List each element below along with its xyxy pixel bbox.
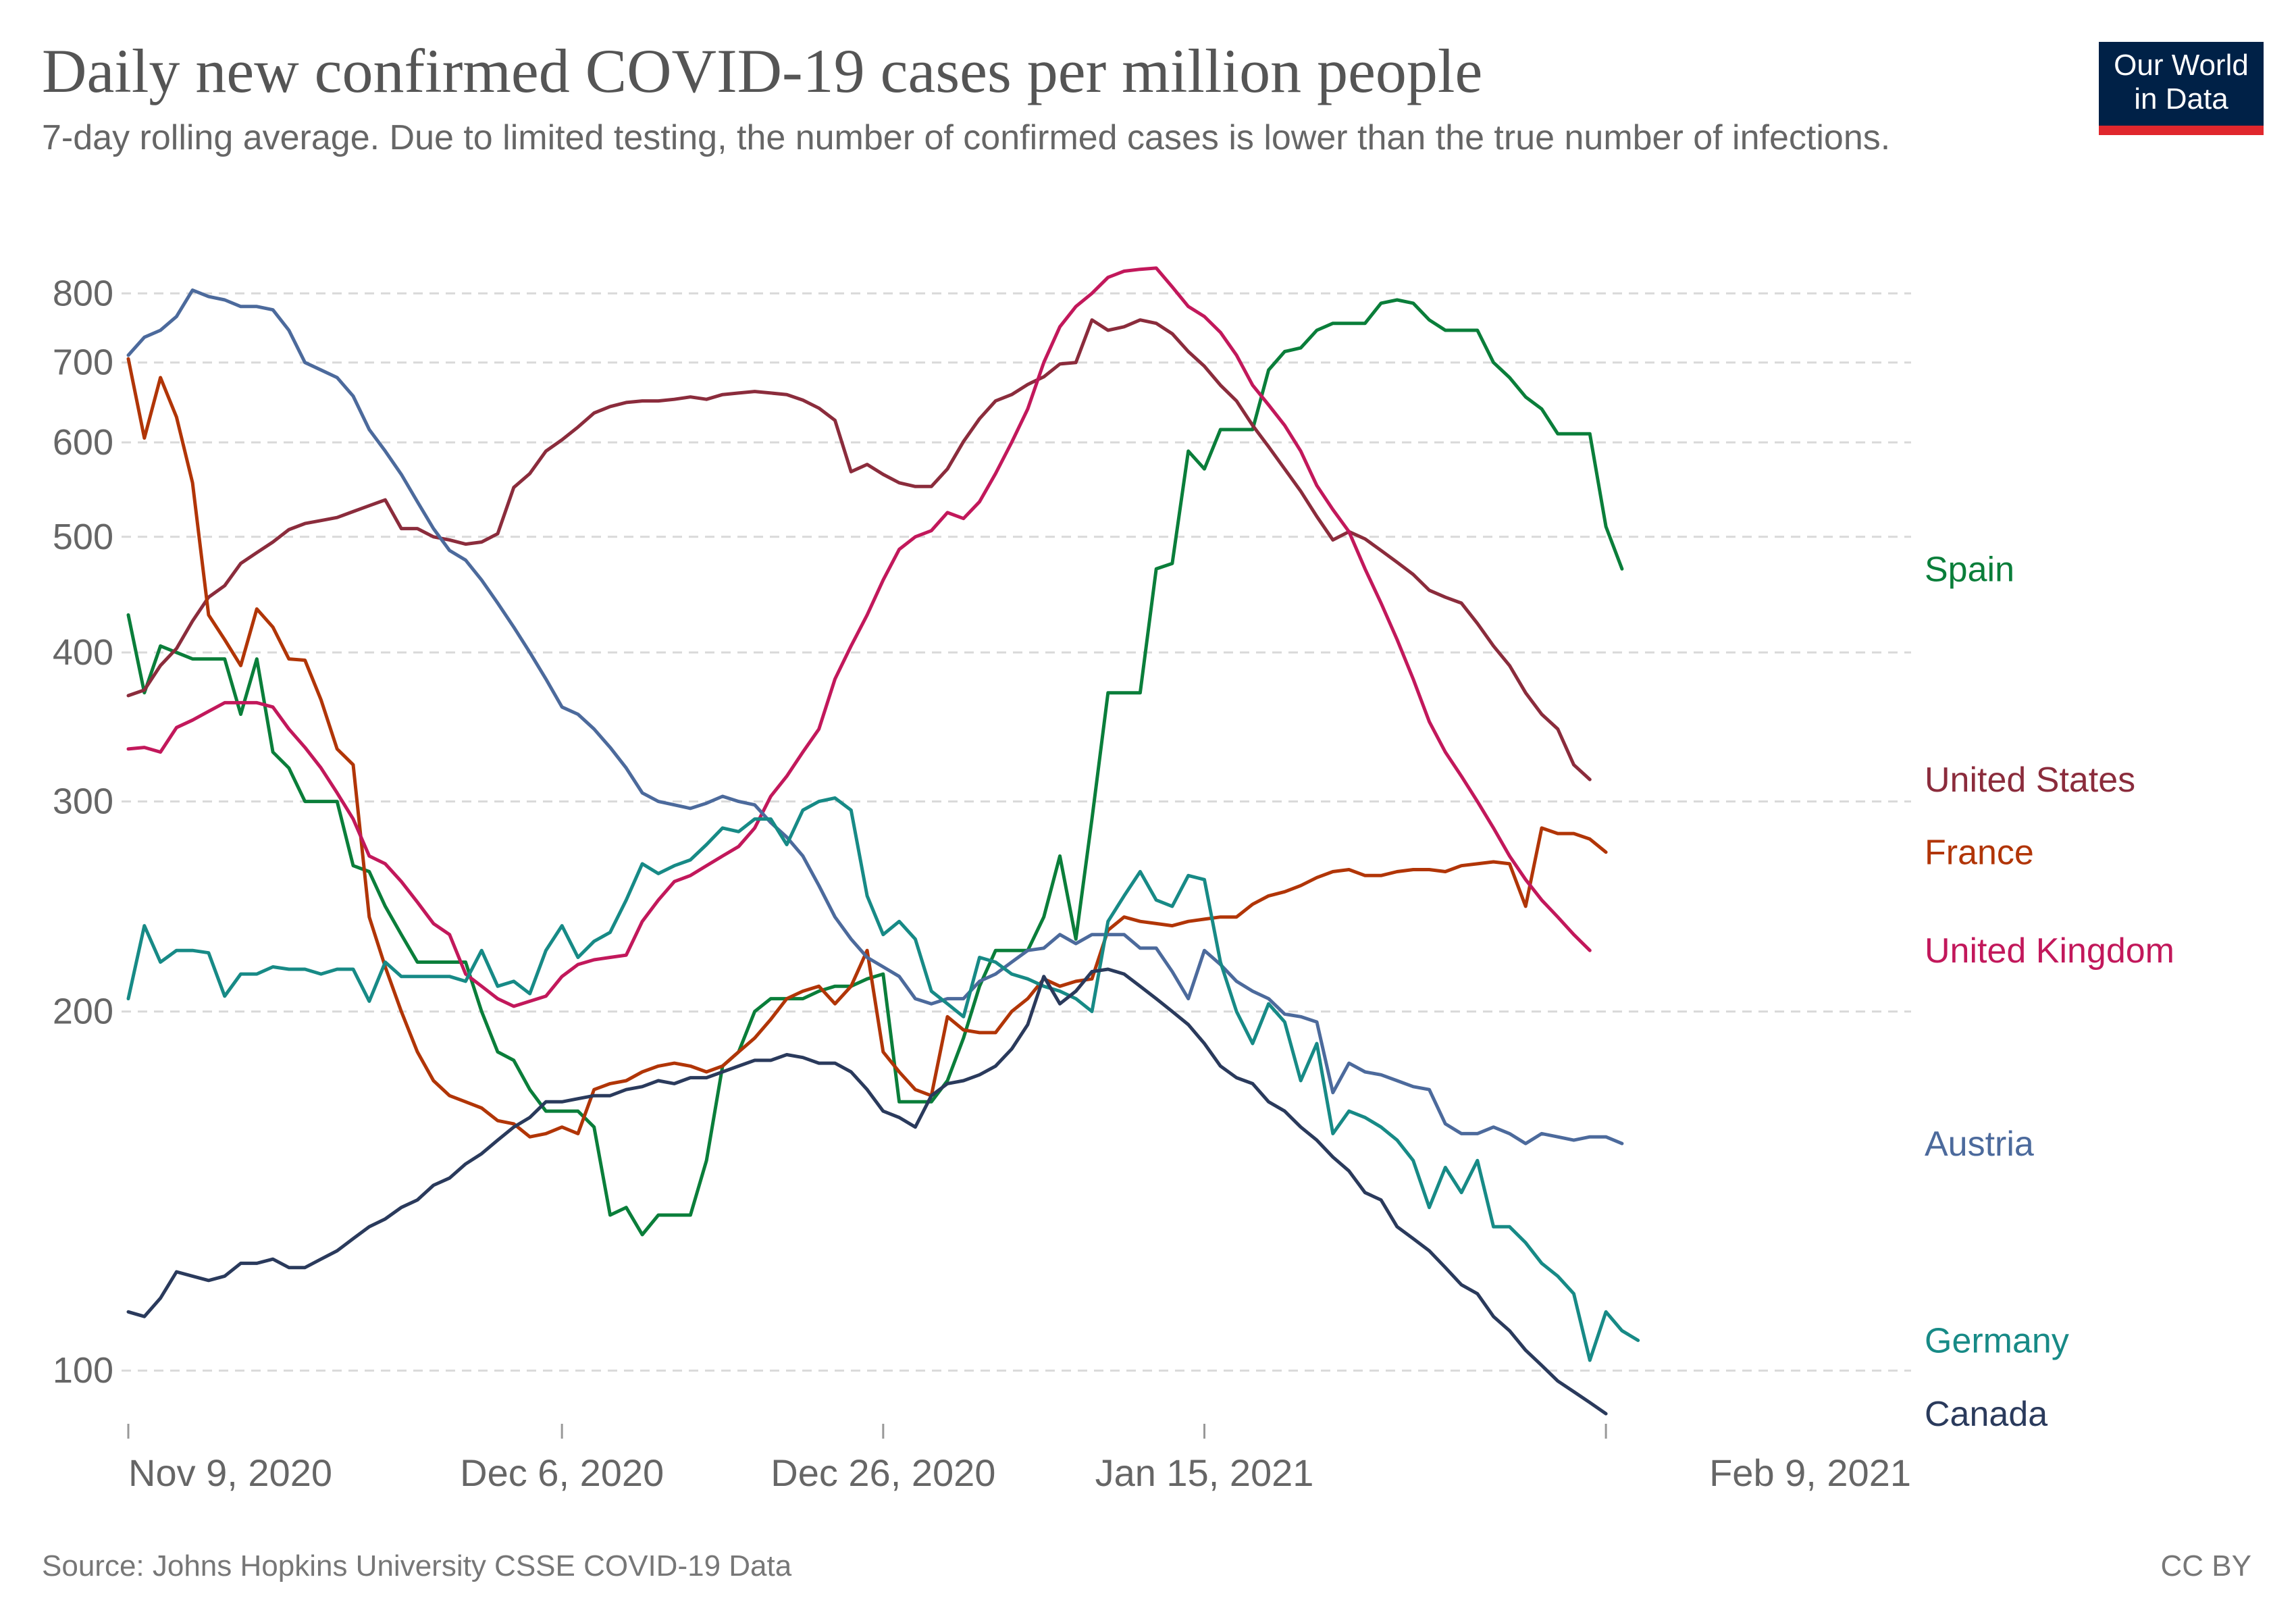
logo-line-2: in Data (2134, 82, 2228, 115)
source-note: Source: Johns Hopkins University CSSE CO… (42, 1549, 792, 1583)
series-line-france (126, 357, 1608, 1139)
y-tick-label: 100 (53, 1350, 113, 1391)
x-axis: Nov 9, 2020 Dec 6, 2020 Dec 26, 2020 Jan 15… (127, 1424, 1911, 1494)
series-line-united-states (126, 318, 1592, 781)
series-label-united-states: United States (1925, 761, 2135, 800)
series-label-germany: Germany (1925, 1322, 2069, 1361)
series-line-canada (126, 967, 1608, 1416)
x-tick-label: Dec 6, 2020 (460, 1451, 664, 1494)
series-label-austria: Austria (1925, 1125, 2034, 1164)
series-labels: Spain United States France United Kingdom Au… (1925, 550, 2174, 1434)
gridlines (122, 292, 1911, 1372)
series-line-united-kingdom (126, 266, 1592, 1008)
y-tick-label: 700 (53, 342, 113, 383)
y-axis-ticks: 100 200 300 400 500 600 700 800 (53, 273, 113, 1391)
series-lines (126, 266, 1640, 1416)
y-tick-label: 600 (53, 422, 113, 463)
y-tick-label: 400 (53, 632, 113, 673)
series-line-spain (126, 298, 1624, 1237)
series-label-spain: Spain (1925, 550, 2014, 589)
x-tick-label: Feb 9, 2021 (1709, 1451, 1911, 1494)
owid-logo[interactable]: Our World in Data (2099, 42, 2264, 135)
series-line-germany (126, 796, 1640, 1362)
x-tick-label: Jan 15, 2021 (1095, 1451, 1314, 1494)
series-label-united-kingdom: United Kingdom (1925, 931, 2174, 971)
x-tick-label: Dec 26, 2020 (771, 1451, 995, 1494)
y-tick-label: 500 (53, 517, 113, 557)
chart-subtitle: 7-day rolling average. Due to limited te… (42, 118, 1891, 157)
logo-line-1: Our World (2114, 49, 2249, 82)
x-tick-label: Nov 9, 2020 (128, 1451, 332, 1494)
y-tick-label: 800 (53, 273, 113, 313)
series-line-austria (126, 288, 1624, 1146)
y-tick-label: 300 (53, 781, 113, 822)
license-link[interactable]: CC BY (2160, 1549, 2251, 1583)
y-tick-label: 200 (53, 992, 113, 1032)
series-label-canada: Canada (1925, 1395, 2047, 1434)
chart-title: Daily new confirmed COVID-19 cases per m… (42, 36, 1483, 105)
series-label-france: France (1925, 833, 2034, 873)
